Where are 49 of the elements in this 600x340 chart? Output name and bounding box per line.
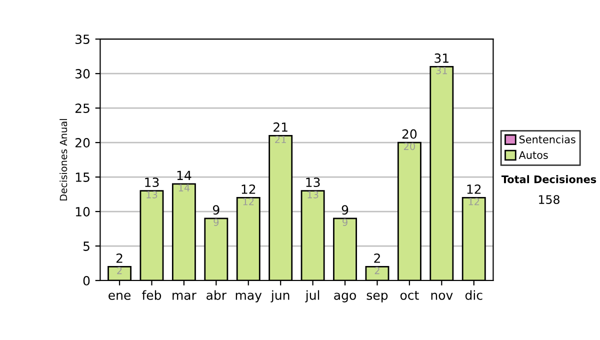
- total-label: 12: [467, 184, 481, 194]
- data-label: 2: [374, 266, 380, 274]
- data-label: 12: [243, 198, 254, 206]
- total-label: 2: [116, 253, 122, 263]
- x-tick-label: nov: [431, 292, 453, 300]
- total-label: 13: [145, 178, 159, 188]
- x-tick-label: ago: [334, 292, 356, 302]
- x-tick-label: dic: [465, 290, 482, 300]
- y-axis-title: Decisiones Anual: [60, 119, 68, 200]
- total-label: 12: [242, 184, 256, 194]
- data-label: 12: [468, 198, 480, 206]
- total-label: 2: [374, 253, 380, 263]
- data-label: 31: [436, 66, 447, 74]
- total-label: 31: [434, 53, 448, 63]
- total-label: 21: [274, 122, 288, 132]
- x-tick-label: mar: [172, 292, 196, 300]
- x-tick-label: oct: [400, 290, 419, 300]
- y-tick-label: 35: [76, 34, 90, 44]
- y-tick-label: 10: [76, 207, 90, 216]
- legend-label: Sentencias: [519, 135, 576, 144]
- x-tick-label: feb: [142, 290, 162, 300]
- y-tick-label: 30: [76, 69, 90, 79]
- data-label: 9: [214, 218, 219, 226]
- y-tick-label: 0: [83, 276, 90, 286]
- x-tick-label: sep: [366, 292, 388, 302]
- data-label: 13: [146, 191, 158, 198]
- x-tick-label: jun: [270, 290, 290, 302]
- x-tick-label: may: [236, 292, 262, 302]
- data-label: 20: [404, 142, 415, 150]
- x-tick-label: jul: [305, 290, 320, 302]
- legend-label: Autos: [518, 151, 548, 159]
- data-label: 14: [178, 184, 190, 192]
- total-label: 9: [212, 205, 220, 215]
- total-label: 13: [306, 178, 320, 188]
- y-tick-label: 25: [75, 104, 90, 113]
- text: Total Decisiones: [501, 175, 596, 184]
- total-label: 14: [177, 170, 192, 180]
- data-label: 13: [308, 191, 318, 198]
- total-label: 20: [402, 129, 417, 139]
- x-tick-label: abr: [206, 290, 227, 300]
- y-tick-label: 5: [83, 242, 90, 251]
- data-label: 2: [117, 266, 122, 274]
- y-tick-label: 15: [76, 172, 90, 182]
- data-label: 21: [275, 136, 286, 144]
- text: 158: [539, 195, 560, 204]
- total-label: 9: [342, 205, 348, 215]
- data-label: 9: [342, 218, 348, 226]
- y-tick-label: 20: [75, 138, 90, 148]
- x-tick-label: ene: [108, 292, 131, 300]
